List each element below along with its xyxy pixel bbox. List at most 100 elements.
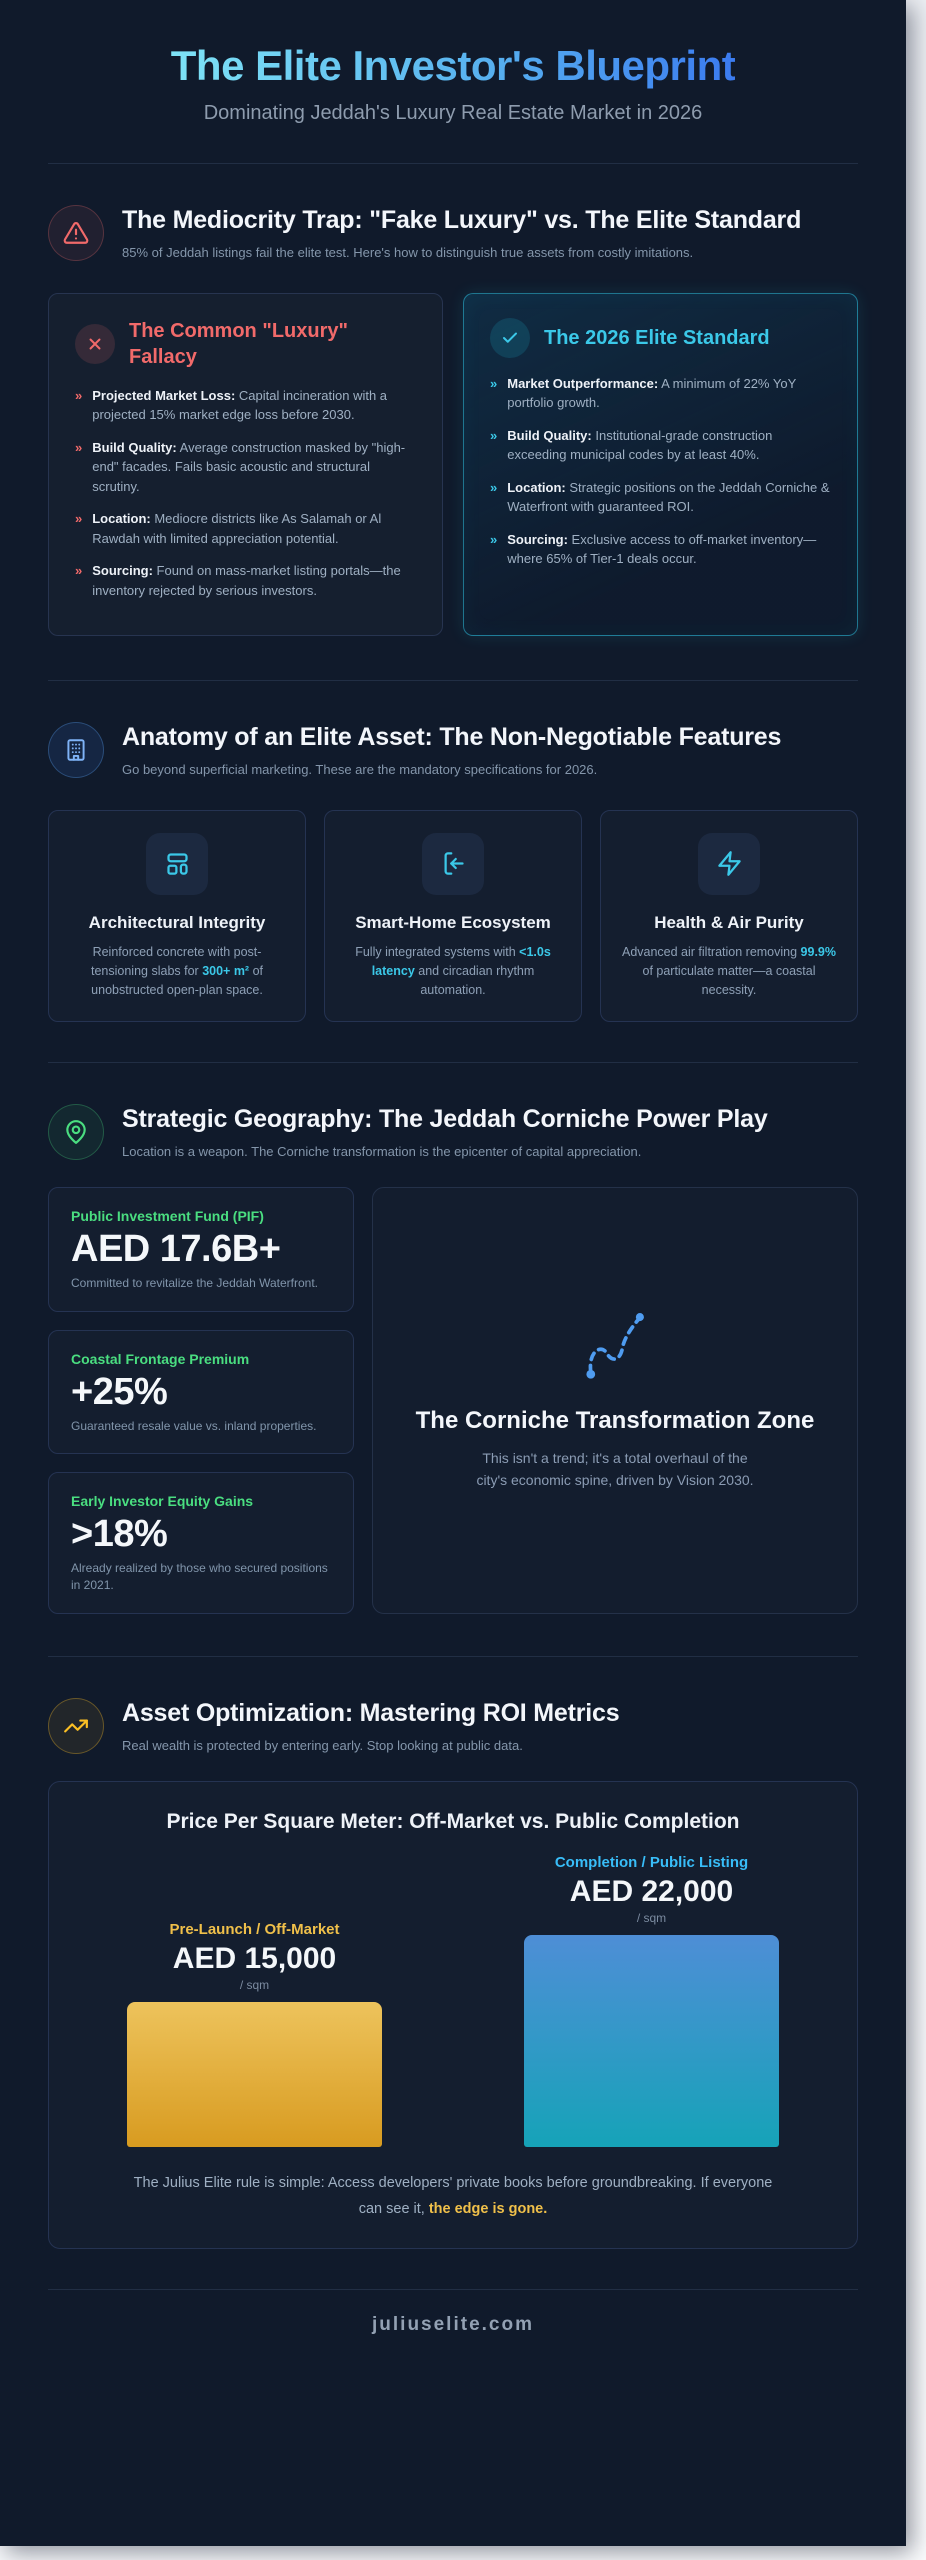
feature-card-architectural: Architectural Integrity Reinforced concr… <box>48 809 306 1022</box>
x-circle-icon <box>75 323 115 364</box>
feature-title: Architectural Integrity <box>88 912 266 932</box>
item-label: Market Outperformance: <box>507 375 659 391</box>
list-item: » Sourcing: Found on mass-market listing… <box>75 561 416 600</box>
item-label: Projected Market Loss: <box>92 387 236 403</box>
section-heading: Strategic Geography: The Jeddah Corniche… <box>122 1104 768 1133</box>
note-highlight: the edge is gone. <box>428 2200 548 2217</box>
chevrons-bullet-icon: » <box>490 479 498 495</box>
chevrons-bullet-icon: » <box>490 427 498 443</box>
trending-up-icon <box>48 1697 104 1754</box>
stat-card-equity-gains: Early Investor Equity Gains >18% Already… <box>48 1471 354 1614</box>
chevrons-bullet-icon: » <box>75 387 83 403</box>
section-heading: The Mediocrity Trap: "Fake Luxury" vs. T… <box>122 206 802 234</box>
check-circle-icon <box>490 317 530 358</box>
feature-text: Fully integrated systems with <1.0s late… <box>341 943 565 1001</box>
list-item-text: Sourcing: Found on mass-market listing p… <box>92 561 416 600</box>
feature-text-after: of particulate matter—a coastal necessit… <box>642 963 816 998</box>
bar-group-offmarket: Pre-Launch / Off-Market AED 15,000 / sqm <box>127 1921 382 2148</box>
section-heading-block: Strategic Geography: The Jeddah Corniche… <box>122 1103 768 1162</box>
chevrons-bullet-icon: » <box>75 439 83 455</box>
feature-title: Health & Air Purity <box>654 912 804 932</box>
bar-unit-label: / sqm <box>239 1978 270 1993</box>
stat-value: >18% <box>71 1512 168 1555</box>
item-body: Average construction masked by "high-end… <box>92 439 406 494</box>
stat-label: Public Investment Fund (PIF) <box>71 1208 264 1225</box>
section-divider <box>48 1655 858 1657</box>
section-heading-block: The Mediocrity Trap: "Fake Luxury" vs. T… <box>122 204 801 263</box>
chart-note: The Julius Elite rule is simple: Access … <box>133 2171 773 2222</box>
section-heading-block: Anatomy of an Elite Asset: The Non-Negot… <box>122 721 781 780</box>
list-item-text: Market Outperformance: A minimum of 22% … <box>507 374 831 413</box>
item-body: Mediocre districts like As Salamah or Al… <box>92 511 382 546</box>
item-label: Sourcing: <box>92 563 153 578</box>
feature-text-before: Reinforced concrete with post-tensioning… <box>91 944 262 978</box>
bar-chart: Pre-Launch / Off-Market AED 15,000 / sqm… <box>89 1854 817 2148</box>
footer-divider <box>48 2288 858 2290</box>
elite-standard-card: The 2026 Elite Standard » Market Outperf… <box>463 292 858 636</box>
item-body: Strategic positions on the Jeddah Cornic… <box>507 479 830 515</box>
note-plain: The Julius Elite rule is simple: Access … <box>133 2175 773 2217</box>
list-item: » Location: Strategic positions on the J… <box>490 478 831 517</box>
list-item: » Location: Mediocre districts like As S… <box>75 509 416 548</box>
item-body: A minimum of 22% YoY portfolio growth. <box>507 375 797 411</box>
route-trend-icon <box>586 1313 644 1379</box>
layout-columns-icon <box>146 832 208 895</box>
stat-card-pif: Public Investment Fund (PIF) AED 17.6B+ … <box>48 1187 354 1312</box>
list-item-text: Projected Market Loss: Capital incinerat… <box>92 386 416 425</box>
zone-title: The Corniche Transformation Zone <box>415 1407 815 1435</box>
stat-card-coastal-premium: Coastal Frontage Premium +25% Guaranteed… <box>48 1329 354 1454</box>
list-item: » Market Outperformance: A minimum of 22… <box>490 374 831 413</box>
feature-text: Advanced air filtration removing 99.9% o… <box>617 943 841 1001</box>
section-roi: Asset Optimization: Mastering ROI Metric… <box>0 1657 906 2249</box>
item-body: Institutional-grade construction exceedi… <box>507 427 773 463</box>
section-subheading: 85% of Jeddah listings fail the elite te… <box>122 245 694 260</box>
item-label: Location: <box>507 479 566 495</box>
list-item-text: Sourcing: Exclusive access to off-market… <box>507 530 831 569</box>
stat-description: Already realized by those who secured po… <box>71 1560 328 1593</box>
page-header: The Elite Investor's Blueprint Dominatin… <box>0 0 906 125</box>
section-divider <box>48 1061 858 1063</box>
section-divider <box>48 680 858 681</box>
chevrons-bullet-icon: » <box>490 375 498 391</box>
corniche-zone-panel: The Corniche Transformation Zone This is… <box>372 1187 858 1614</box>
list-item-text: Build Quality: Institutional-grade const… <box>507 426 831 465</box>
feature-text-before: Advanced air filtration removing <box>621 944 801 959</box>
stat-description: Guaranteed resale value vs. inland prope… <box>71 1418 317 1433</box>
page-title: The Elite Investor's Blueprint <box>170 42 736 89</box>
chevrons-bullet-icon: » <box>75 563 83 578</box>
item-body: Capital incineration with a projected 15… <box>92 387 388 423</box>
stat-label: Coastal Frontage Premium <box>71 1350 250 1367</box>
bar-value-label: AED 22,000 <box>569 1875 734 1909</box>
zone-desc-line1: This isn't a trend; it's a total overhau… <box>482 1450 748 1467</box>
stat-value: AED 17.6B+ <box>71 1228 281 1271</box>
feature-card-smart-home: Smart-Home Ecosystem Fully integrated sy… <box>324 809 582 1022</box>
map-pin-icon <box>48 1103 104 1160</box>
zap-icon <box>698 832 760 895</box>
list-item-text: Build Quality: Average construction mask… <box>92 438 416 497</box>
feature-text-after: of unobstructed open-plan space. <box>91 963 263 998</box>
item-label: Build Quality: <box>507 427 592 443</box>
feature-title: Smart-Home Ecosystem <box>355 912 551 932</box>
bar-unit-label: / sqm <box>636 1911 667 1926</box>
list-item: » Build Quality: Average construction ma… <box>75 438 416 497</box>
bar-value-label: AED 15,000 <box>172 1942 337 1976</box>
fallacy-card: The Common "Luxury" Fallacy » Projected … <box>48 292 443 636</box>
feature-text-after: and circadian rhythm automation. <box>414 963 535 998</box>
fallacy-card-title: The Common "Luxury" Fallacy <box>129 319 348 368</box>
stat-description: Committed to revitalize the Jeddah Water… <box>71 1276 318 1291</box>
item-label: Location: <box>92 511 151 526</box>
item-body: Found on mass-market listing portals—the… <box>92 563 401 598</box>
page-subtitle: Dominating Jeddah's Luxury Real Estate M… <box>203 102 703 124</box>
price-chart-card: Price Per Square Meter: Off-Market vs. P… <box>48 1781 858 2249</box>
list-item-text: Location: Strategic positions on the Jed… <box>507 478 831 517</box>
section-anatomy: Anatomy of an Elite Asset: The Non-Negot… <box>0 681 906 1022</box>
feature-highlight: 99.9% <box>800 944 836 959</box>
section-subheading: Go beyond superficial marketing. These a… <box>122 762 598 777</box>
section-geography: Strategic Geography: The Jeddah Corniche… <box>0 1063 906 1614</box>
section-heading: Asset Optimization: Mastering ROI Metric… <box>122 1698 620 1727</box>
chevrons-bullet-icon: » <box>75 511 83 526</box>
stat-label: Early Investor Equity Gains <box>71 1492 254 1509</box>
item-label: Sourcing: <box>507 531 568 547</box>
stat-column: Public Investment Fund (PIF) AED 17.6B+ … <box>48 1187 354 1614</box>
fallacy-list: » Projected Market Loss: Capital inciner… <box>75 386 416 601</box>
